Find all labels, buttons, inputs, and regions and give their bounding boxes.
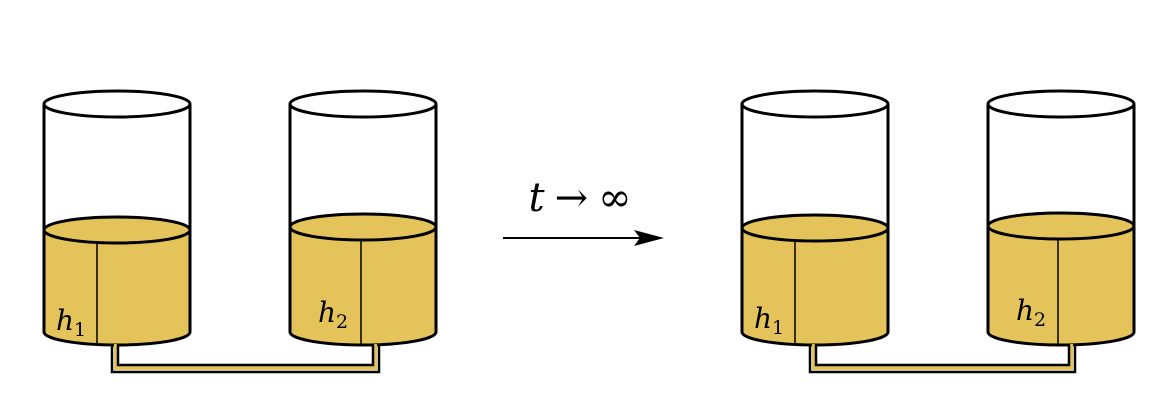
tank-2-rim [288, 89, 438, 119]
time-limit-arrow: t → ∞ [503, 175, 664, 246]
tank-1: h1 [42, 89, 192, 347]
tank-1-liquid [44, 230, 190, 345]
final-tank-1-height-label: h1 [754, 302, 784, 339]
time-limit-label: t → ∞ [529, 175, 632, 221]
tank-2: h2 [288, 89, 438, 347]
final-tank-2-liquid [988, 226, 1134, 345]
final-tank-1: h1 [740, 89, 890, 347]
final-connecting-pipe [808, 344, 1077, 374]
final-tank-1-liquid [742, 228, 888, 345]
tank-2-height-label: h2 [318, 296, 348, 333]
arrow-head [634, 230, 664, 246]
final-tank-2-height-label: h2 [1016, 294, 1046, 331]
connecting-pipe [110, 344, 381, 374]
tank-1-rim [42, 89, 192, 119]
final-tank-1-liquid-surface [740, 213, 890, 243]
tank-1-liquid-surface [42, 215, 192, 245]
final-tank-1-rim [740, 89, 890, 119]
final-tank-2-rim [986, 89, 1136, 119]
tank-1-height-label: h1 [56, 304, 86, 341]
tank-2-liquid-surface [288, 212, 438, 242]
final-state-panel: h1 h2 [740, 89, 1136, 374]
tank-2-liquid [290, 227, 436, 345]
final-tank-2-liquid-surface [986, 211, 1136, 241]
initial-state-panel: h1 h2 [42, 89, 438, 374]
final-tank-2: h2 [986, 89, 1136, 347]
